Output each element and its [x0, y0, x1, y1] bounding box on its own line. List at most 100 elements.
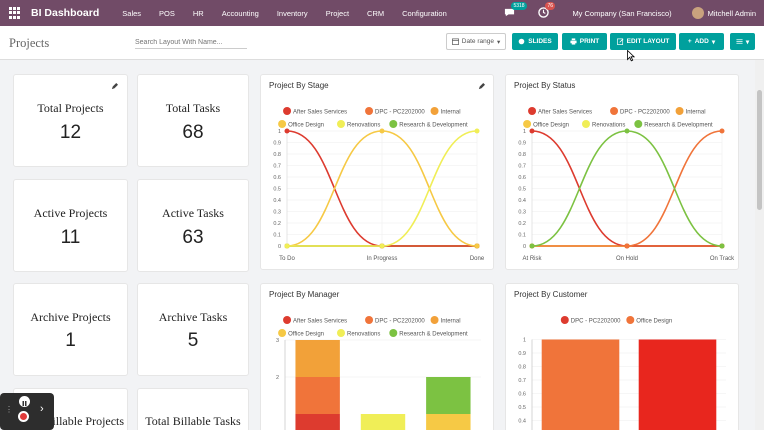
stat-title: Total Tasks	[165, 101, 221, 115]
scrollbar-thumb[interactable]	[757, 90, 762, 210]
data-point	[624, 128, 630, 134]
legend-label: Office Design	[288, 122, 324, 128]
data-point	[624, 243, 630, 249]
y-tick-label: 0.5	[273, 187, 281, 193]
y-tick-label: 0.5	[518, 187, 526, 193]
drag-handle-icon[interactable]: ⋮	[5, 405, 13, 414]
y-tick-label: 0.4	[273, 198, 281, 204]
search-layout-input[interactable]	[135, 36, 247, 49]
pencil-icon[interactable]	[111, 83, 118, 90]
legend-swatch	[626, 316, 635, 324]
legend-swatch	[634, 120, 643, 128]
calendar-icon	[451, 38, 459, 45]
stat-title: Total Billable Tasks	[145, 414, 241, 428]
series-line	[531, 130, 723, 247]
legend-label: After Sales Services	[293, 318, 347, 324]
activities-badge: 76	[545, 2, 555, 10]
y-tick-label: 0.3	[518, 210, 526, 216]
company-switcher[interactable]: My Company (San Francisco)	[572, 8, 672, 18]
stat-title: Total Projects	[37, 101, 104, 115]
control-panel: Projects Date range ▾ SLIDES PRINT EDIT …	[0, 26, 764, 60]
legend-label: Renovations	[347, 122, 380, 128]
legend-swatch	[523, 120, 532, 128]
menu-inventory[interactable]: Inventory	[276, 8, 308, 18]
user-menu[interactable]: Mitchell Admin	[707, 8, 756, 18]
app-brand[interactable]: BI Dashboard	[31, 7, 100, 19]
menu-hr[interactable]: HR	[192, 8, 204, 18]
chart-card-project-by-customer[interactable]: Project By Customer DPC - PC2202000 Offic…	[505, 283, 739, 430]
stat-card-archive-tasks[interactable]: Archive Tasks 5	[137, 283, 249, 376]
y-tick-label: 0	[278, 244, 281, 250]
series-line	[286, 130, 478, 247]
date-range-dropdown[interactable]: Date range ▾	[446, 33, 506, 50]
edit-layout-button[interactable]: EDIT LAYOUT	[610, 33, 676, 50]
filter-settings-button[interactable]: ▾	[730, 33, 755, 50]
line-chart-svg: After Sales Services DPC - PC2202000 Inter…	[518, 107, 735, 262]
legend-swatch	[365, 107, 374, 115]
bar-segment	[426, 377, 471, 414]
y-tick-label: 0.9	[518, 351, 526, 357]
menu-sales[interactable]: Sales	[122, 8, 142, 18]
stat-card-active-tasks[interactable]: Active Tasks 63	[137, 179, 249, 272]
legend-swatch	[337, 120, 345, 128]
legend-label: DPC - PC2202000	[620, 109, 670, 115]
menu-crm[interactable]: CRM	[367, 8, 385, 18]
y-tick-label: 0.9	[273, 141, 281, 147]
legend-label: Internal	[441, 318, 461, 324]
pause-icon[interactable]	[19, 396, 30, 407]
chart-card-project-by-manager[interactable]: Project By Manager After Sales Services D…	[260, 283, 494, 430]
page-scrollbar[interactable]	[755, 60, 764, 430]
legend-label: Renovations	[347, 331, 380, 337]
legend-swatch	[560, 316, 569, 324]
legend-label: Research & Development	[399, 122, 468, 128]
y-tick-label: 3	[276, 338, 279, 344]
legend-swatch	[430, 107, 439, 115]
stat-card-total-tasks[interactable]: Total Tasks 68	[111, 74, 249, 167]
screen-recorder-widget: ⋮ ›	[0, 393, 54, 430]
app-menu-grid-icon[interactable]	[9, 7, 21, 19]
legend-swatch	[389, 329, 398, 337]
bar	[541, 339, 620, 430]
user-avatar[interactable]	[691, 7, 704, 19]
data-point	[379, 243, 385, 249]
menu-configuration[interactable]: Configuration	[402, 8, 447, 18]
y-tick-label: 0.2	[273, 221, 281, 227]
data-point	[529, 128, 535, 134]
stat-card-archive-projects[interactable]: Archive Projects 1	[13, 283, 128, 376]
add-button[interactable]: + ADD ▾	[679, 33, 724, 50]
activities-icon[interactable]: 76	[538, 2, 555, 19]
legend-swatch	[278, 120, 287, 128]
legend-label: Research & Development	[644, 122, 713, 128]
stat-card-total-billable-tasks[interactable]: Total Billable Tasks	[137, 388, 249, 430]
pencil-icon[interactable]	[478, 83, 485, 90]
stat-card-total-projects[interactable]: Total Projects 12	[13, 74, 128, 167]
stat-value: 1	[65, 330, 76, 351]
chart-card-project-by-status[interactable]: Project By Status After Sales Services DP…	[505, 74, 739, 270]
chart-card-project-by-stage[interactable]: Project By Stage After Sales Services DPC…	[260, 74, 494, 270]
slides-label: SLIDES	[528, 38, 552, 45]
stat-value: 68	[182, 122, 204, 143]
y-tick-label: 0.8	[273, 152, 281, 158]
print-label: PRINT	[579, 38, 600, 45]
y-tick-label: 1	[523, 338, 526, 344]
legend-label: Renovations	[592, 122, 625, 128]
stat-card-active-projects[interactable]: Active Projects 11	[13, 179, 128, 272]
chevron-right-icon[interactable]: ›	[40, 403, 44, 415]
menu-accounting[interactable]: Accounting	[221, 8, 259, 18]
y-tick-label: 0.7	[273, 164, 281, 170]
messages-icon[interactable]: 5318	[504, 2, 527, 19]
stat-value: 5	[187, 330, 199, 351]
sliders-icon	[736, 39, 743, 44]
legend-swatch	[365, 316, 374, 324]
y-tick-label: 1	[278, 129, 281, 135]
y-tick-label: 1	[523, 129, 526, 135]
menu-project[interactable]: Project	[325, 8, 350, 18]
legend-swatch	[582, 120, 590, 128]
stop-recording-icon[interactable]	[18, 411, 29, 422]
data-point	[474, 128, 480, 134]
slides-button[interactable]: SLIDES	[512, 33, 558, 50]
printer-icon	[570, 38, 577, 45]
y-tick-label: 0.8	[518, 365, 526, 371]
print-button[interactable]: PRINT	[562, 33, 607, 50]
menu-pos[interactable]: POS	[159, 8, 175, 18]
